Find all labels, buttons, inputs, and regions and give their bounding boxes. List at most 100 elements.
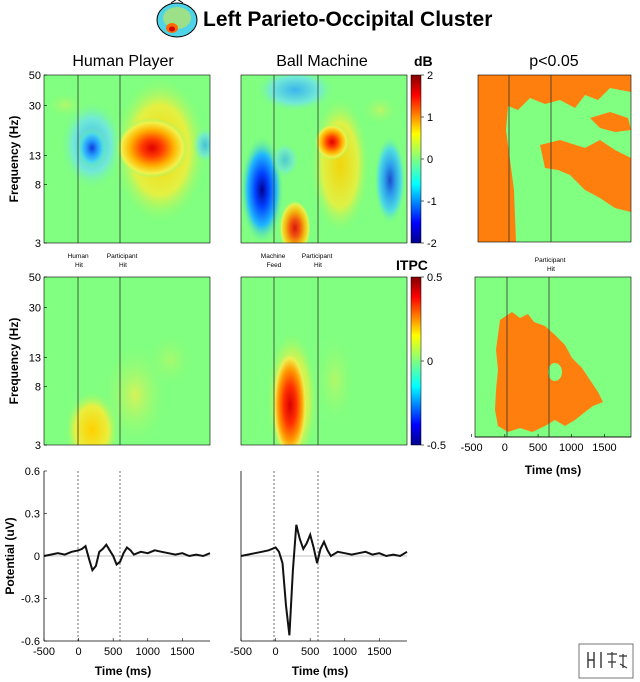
power-machine-heatmap: [240, 74, 408, 244]
human-hit-label: Human Hit: [68, 253, 91, 269]
column-title-human: Human Player: [72, 53, 174, 70]
x-tick-label: 1000: [333, 646, 357, 658]
participant-hit-label: Participant Hit: [107, 253, 140, 269]
x-axis-label-erp-human: Time (ms): [95, 664, 151, 678]
x-tick-label: -500: [33, 646, 55, 658]
participant-hit-line-2: Hit: [119, 262, 127, 269]
itpc-significance-map: [474, 276, 632, 438]
column-title-machine: Ball Machine: [276, 53, 368, 70]
y-tick-label: -0.6: [21, 636, 40, 648]
x-ticks-itpc-significance: -500 0 500 1000 1500: [461, 434, 631, 454]
heatmap-blob: [116, 118, 188, 178]
significant-region: [540, 140, 631, 212]
y-axis-label-power: Frequency (Hz): [7, 116, 21, 203]
y-ticks-itpc: 50 30 13 8 3: [29, 272, 47, 452]
y-tick-label: 3: [35, 238, 41, 250]
figure-title: Left Parieto-Occipital Cluster: [203, 8, 492, 31]
y-tick-label: 30: [29, 303, 41, 315]
erp-machine-plot: -500 0 500 1000 1500 Time (ms): [230, 471, 408, 678]
x-ticks-erp-human: -500 0 500 1000 1500: [33, 638, 210, 658]
heatmap-blob: [315, 124, 349, 160]
y-tick-label: 0.6: [25, 466, 40, 478]
y-tick-label: 13: [29, 150, 41, 162]
y-tick-label: -0.3: [21, 594, 40, 606]
x-tick-label: 500: [529, 442, 547, 454]
y-tick-label: 0: [34, 551, 40, 563]
participant-hit-label: Participant Hit: [302, 253, 335, 269]
colorbar-tick-label: -0.5: [427, 440, 446, 452]
heatmap-blob: [360, 94, 400, 126]
heatmap-blob: [374, 135, 406, 225]
x-ticks-erp-machine: -500 0 500 1000 1500: [230, 638, 407, 658]
heatmap-blob: [271, 142, 299, 178]
heatmap-blob: [310, 95, 370, 235]
colorbar-tick-label: 0: [427, 154, 433, 166]
itpc-human-heatmap: [43, 276, 211, 446]
heatmap-blob: [272, 350, 308, 445]
x-tick-label: 500: [104, 646, 122, 658]
colorbar-tick-label: 0: [427, 356, 433, 368]
machine-feed-line-2: Feed: [267, 262, 282, 269]
itpc-colorbar: ITPC 0.5 0 -0.5: [396, 257, 446, 452]
erp-series-line: [43, 542, 211, 573]
heatmap-blob: [77, 128, 107, 168]
y-axis-label-erp: Potential (uV): [3, 517, 17, 594]
x-tick-label: 1000: [136, 646, 160, 658]
heatmap-blob: [145, 330, 195, 390]
erp-human-plot: 0.6 0.3 0 -0.3 -0.6 -500 0 500 1000 1500 Time (m…: [21, 466, 211, 678]
heatmap-blob: [279, 200, 311, 243]
y-tick-label: 50: [29, 70, 41, 82]
y-ticks-power: 50 30 13 8 3: [29, 70, 47, 250]
colorbar-tick-label: -1: [427, 196, 437, 208]
x-tick-label: 1500: [592, 442, 616, 454]
significant-region: [590, 112, 631, 132]
x-axis-label-itpc-significance: Time (ms): [525, 463, 581, 477]
human-hit-line-2: Hit: [75, 262, 83, 269]
y-axis-label-itpc: Frequency (Hz): [7, 318, 21, 405]
heatmap-blob: [193, 127, 210, 163]
erp-series-line: [240, 524, 408, 636]
x-tick-label: 1000: [559, 442, 583, 454]
colorbar-label: dB: [414, 53, 433, 69]
machine-feed-line-1: Machine: [261, 253, 286, 260]
x-axis-label-erp-machine: Time (ms): [292, 664, 348, 678]
participant-hit-line-1: Participant: [302, 253, 333, 260]
y-tick-label: 50: [29, 272, 41, 284]
x-tick-label: 0: [502, 442, 508, 454]
power-significance-map: [477, 74, 632, 243]
event-labels: Human Hit Participant Hit Machine Feed P…: [68, 253, 568, 273]
scalp-topography-head-icon: [156, 0, 198, 38]
column-title-stats: p<0.05: [529, 53, 578, 70]
heatmap-blob: [45, 91, 85, 119]
human-hit-line-1: Human: [68, 253, 89, 260]
participant-hit-line-1: Participant: [535, 257, 566, 264]
itpc-machine-heatmap: [240, 276, 408, 446]
x-tick-label: -500: [461, 442, 483, 454]
y-tick-label: 8: [35, 179, 41, 191]
heatmap-blob: [255, 75, 335, 112]
y-ticks-erp: 0.6 0.3 0 -0.3 -0.6: [21, 466, 47, 648]
power-colorbar: dB 2 1 0 -1 -2: [410, 53, 437, 250]
power-human-heatmap: [43, 74, 211, 244]
participant-hit-line-1: Participant: [107, 253, 138, 260]
y-tick-label: 3: [35, 440, 41, 452]
y-tick-label: 8: [35, 381, 41, 393]
x-tick-label: 500: [301, 646, 319, 658]
participant-hit-label: Participant Hit: [535, 257, 568, 273]
colorbar-tick-label: -2: [427, 238, 437, 250]
y-tick-label: 0.3: [25, 509, 40, 521]
heatmap-blob: [313, 330, 357, 430]
x-tick-label: 0: [76, 646, 82, 658]
colorbar-label: ITPC: [396, 257, 428, 273]
header: Left Parieto-Occipital Cluster: [156, 0, 492, 38]
participant-hit-line-2: Hit: [314, 262, 322, 269]
participant-hit-line-2: Hit: [547, 266, 555, 273]
machine-feed-label: Machine Feed: [261, 253, 287, 269]
x-tick-label: 0: [273, 646, 279, 658]
watermark-logo: [578, 643, 634, 679]
y-tick-label: 13: [29, 352, 41, 364]
y-tick-label: 30: [29, 101, 41, 113]
x-tick-label: -500: [230, 646, 252, 658]
colorbar-tick-label: 1: [427, 112, 433, 124]
